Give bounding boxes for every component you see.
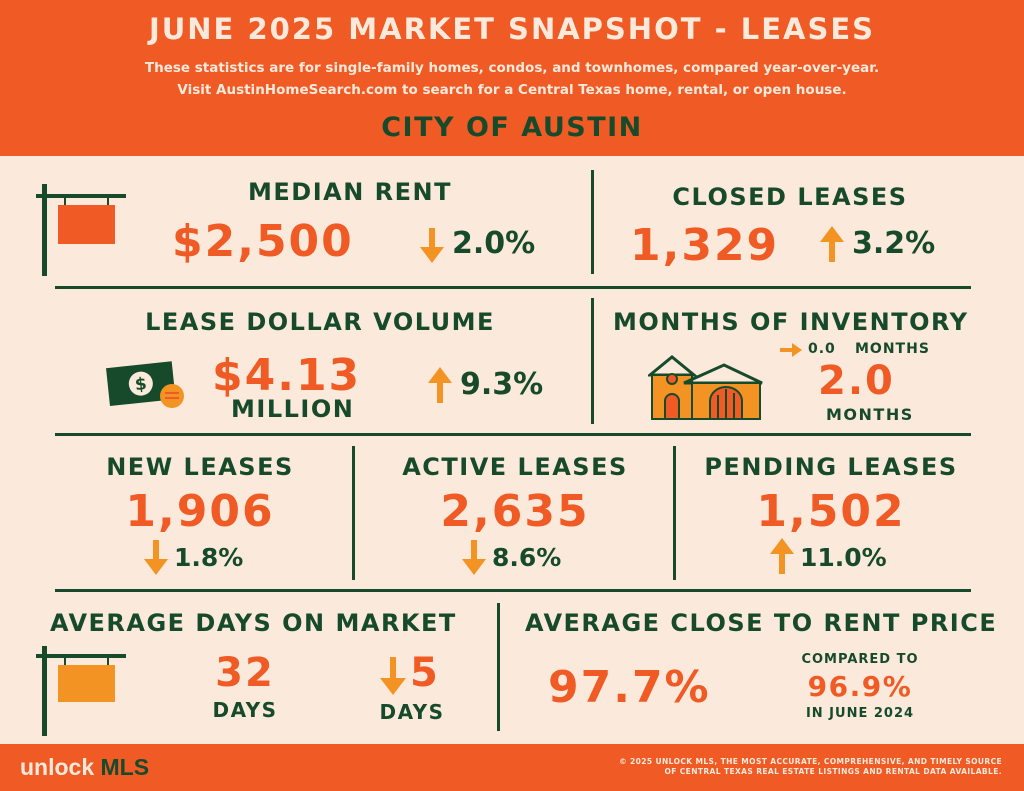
active-leases-value: 2,635	[440, 486, 590, 537]
sign-post-icon	[36, 184, 126, 276]
pending-leases-label: PENDING LEASES	[704, 453, 958, 481]
arrow-up-icon	[820, 226, 844, 262]
divider	[55, 433, 971, 436]
compared-period: IN JUNE 2024	[805, 706, 915, 721]
lease-dollar-volume-value: $4.13	[212, 350, 362, 401]
lease-dollar-volume-unit: MILLION	[231, 395, 355, 423]
subtitle-line-1: These statistics are for single-family h…	[144, 60, 880, 76]
active-leases-label: ACTIVE LEASES	[402, 453, 628, 481]
header-banner: JUNE 2025 MARKET SNAPSHOT - LEASES These…	[0, 0, 1024, 156]
compared-to-label: COMPARED TO	[801, 652, 919, 667]
median-rent-value: $2,500	[172, 216, 354, 267]
footer-disclaimer-line-2: OF CENTRAL TEXAS REAL ESTATE LISTINGS AN…	[664, 767, 1002, 776]
arrow-down-icon	[144, 540, 168, 575]
divider	[591, 298, 594, 424]
new-leases-change: 1.8%	[174, 543, 244, 572]
pending-leases-value: 1,502	[756, 486, 906, 537]
months-of-inventory-change-unit: MONTHS	[855, 341, 930, 357]
sign-post-icon	[36, 646, 126, 736]
new-leases-label: NEW LEASES	[106, 453, 294, 481]
logo-text-mls: MLS	[100, 754, 150, 780]
months-of-inventory-change: 0.0	[808, 341, 836, 357]
median-rent-label: MEDIAN RENT	[248, 178, 452, 206]
house-icon	[648, 355, 763, 420]
unlock-mls-logo[interactable]: unlock MLS	[20, 754, 149, 781]
arrow-down-icon	[380, 657, 406, 695]
arrow-down-icon	[420, 228, 444, 263]
avg-days-on-market-unit: DAYS	[212, 698, 278, 722]
closed-leases-value: 1,329	[630, 220, 780, 271]
svg-text:$: $	[134, 374, 148, 395]
city-heading: CITY OF AUSTIN	[381, 112, 643, 143]
subtitle-line-2: Visit AustinHomeSearch.com to search for…	[177, 82, 847, 98]
closed-leases-label: CLOSED LEASES	[672, 183, 908, 211]
avg-days-on-market-change-unit: DAYS	[379, 700, 445, 724]
divider	[55, 589, 971, 592]
avg-close-to-rent-label: AVERAGE CLOSE TO RENT PRICE	[525, 609, 998, 637]
arrow-down-icon	[462, 540, 486, 575]
arrow-up-icon	[428, 367, 452, 403]
lease-dollar-volume-change: 9.3%	[460, 367, 544, 402]
avg-days-on-market-label: AVERAGE DAYS ON MARKET	[50, 609, 457, 637]
money-icon: $	[106, 361, 184, 408]
footer-banner: unlock MLS © 2025 UNLOCK MLS, THE MOST A…	[0, 744, 1024, 791]
avg-days-on-market-value: 32	[215, 650, 275, 696]
divider	[497, 603, 500, 731]
divider	[352, 446, 355, 580]
compared-value: 96.9%	[807, 670, 913, 703]
months-of-inventory-unit: MONTHS	[826, 405, 914, 424]
median-rent-change: 2.0%	[452, 226, 536, 261]
page-title: JUNE 2025 MARKET SNAPSHOT - LEASES	[148, 12, 876, 46]
footer-disclaimer: © 2025 UNLOCK MLS, THE MOST ACCURATE, CO…	[619, 757, 1002, 777]
divider	[55, 286, 971, 289]
months-of-inventory-label: MONTHS OF INVENTORY	[613, 308, 969, 336]
pending-leases-change: 11.0%	[800, 543, 887, 572]
avg-close-to-rent-value: 97.7%	[548, 662, 711, 713]
months-of-inventory-value: 2.0	[818, 358, 895, 404]
arrow-right-icon	[780, 343, 802, 357]
logo-text-unlock: unlock	[20, 754, 95, 780]
divider	[591, 170, 594, 274]
lease-dollar-volume-label: LEASE DOLLAR VOLUME	[145, 308, 495, 336]
closed-leases-change: 3.2%	[852, 226, 936, 261]
avg-days-on-market-change: 5	[410, 650, 440, 696]
arrow-up-icon	[770, 538, 794, 574]
new-leases-value: 1,906	[125, 486, 275, 537]
divider	[673, 446, 676, 580]
footer-disclaimer-line-1: © 2025 UNLOCK MLS, THE MOST ACCURATE, CO…	[619, 757, 1002, 766]
active-leases-change: 8.6%	[492, 543, 562, 572]
